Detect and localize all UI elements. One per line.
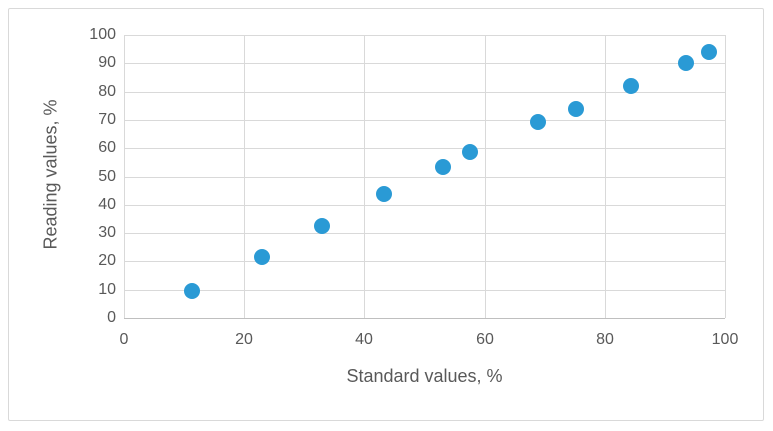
y-tick-label: 60 (98, 139, 116, 156)
data-point (567, 100, 584, 117)
gridline-y-90 (124, 63, 725, 64)
gridline-x-0 (124, 35, 125, 318)
gridline-x-100 (725, 35, 726, 318)
x-tick-label: 20 (235, 331, 253, 348)
data-point (462, 144, 479, 161)
data-point (530, 114, 547, 131)
data-point (434, 158, 451, 175)
y-tick-label: 20 (98, 252, 116, 269)
data-point (700, 43, 717, 60)
x-tick-label: 100 (711, 331, 739, 348)
gridline-x-20 (244, 35, 245, 318)
x-tick-label: 60 (476, 331, 494, 348)
y-tick-label: 70 (98, 111, 116, 128)
gridline-x-80 (605, 35, 606, 318)
y-tick-label: 10 (98, 281, 116, 298)
gridline-y-20 (124, 261, 725, 262)
data-point (622, 78, 639, 95)
y-tick-label: 40 (98, 196, 116, 213)
gridline-y-100 (124, 35, 725, 36)
y-axis-title: Reading values, % (40, 98, 61, 250)
y-tick-label: 30 (98, 224, 116, 241)
y-tick-label: 80 (98, 83, 116, 100)
data-point (677, 55, 694, 72)
data-point (314, 217, 331, 234)
gridline-y-10 (124, 290, 725, 291)
gridline-y-60 (124, 148, 725, 149)
y-tick-label: 50 (98, 168, 116, 185)
gridline-y-50 (124, 177, 725, 178)
y-tick-label: 90 (98, 54, 116, 71)
gridline-y-30 (124, 233, 725, 234)
gridline-x-40 (364, 35, 365, 318)
gridline-y-40 (124, 205, 725, 206)
gridline-y-70 (124, 120, 725, 121)
x-tick-label: 40 (355, 331, 373, 348)
gridline-y-80 (124, 92, 725, 93)
x-axis-line (124, 318, 725, 319)
gridline-x-60 (485, 35, 486, 318)
y-tick-label: 0 (107, 309, 116, 326)
chart-frame (8, 8, 764, 421)
data-point (375, 186, 392, 203)
x-tick-label: 80 (596, 331, 614, 348)
x-tick-label: 0 (119, 331, 129, 348)
data-point (183, 282, 200, 299)
y-tick-label: 100 (89, 26, 116, 43)
data-point (253, 248, 270, 265)
x-axis-title: Standard values, % (346, 366, 503, 386)
